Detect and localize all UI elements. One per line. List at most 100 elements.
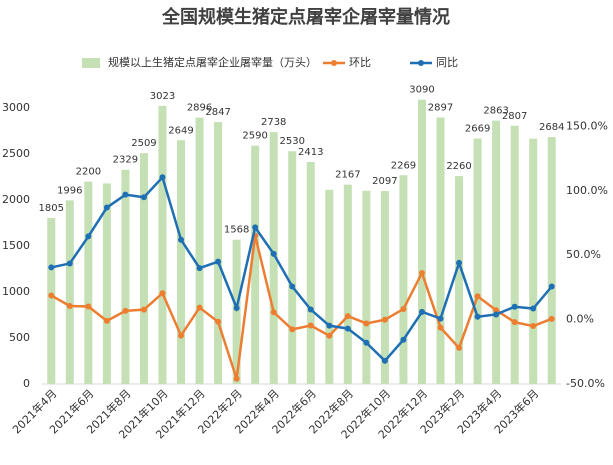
y-tick-label: 2500	[2, 147, 30, 160]
chart-title: 全国规模生猪定点屠宰企屠宰量情况	[161, 6, 450, 28]
data-label: 2669	[465, 123, 490, 134]
line-point	[289, 283, 296, 290]
legend-swatch	[418, 60, 424, 66]
bar	[214, 122, 223, 385]
data-label: 2649	[168, 125, 193, 136]
data-label: 2847	[205, 107, 230, 118]
y-tick-label: 3000	[2, 101, 30, 114]
line-point	[215, 318, 222, 325]
line-point	[66, 302, 73, 309]
bar	[510, 125, 519, 385]
line-point	[233, 305, 240, 312]
line-point	[437, 324, 444, 331]
bar	[84, 181, 93, 384]
y-tick-label: 2000	[2, 193, 30, 206]
line-point	[140, 306, 147, 313]
data-label: 1805	[39, 203, 64, 214]
line-point	[307, 306, 314, 313]
bar	[362, 190, 371, 384]
bar	[139, 153, 148, 384]
data-label: 2896	[187, 103, 212, 114]
data-label: 3023	[150, 91, 175, 102]
line-point	[178, 332, 185, 339]
line-point	[344, 313, 351, 320]
data-label: 2863	[483, 106, 508, 117]
line-point	[381, 316, 388, 323]
y2-tick-label: 150.0%	[566, 119, 608, 132]
line-point	[511, 319, 518, 326]
line-point	[548, 315, 555, 322]
line-point	[122, 307, 129, 314]
bar	[47, 217, 56, 384]
legend-label: 同比	[436, 56, 458, 69]
line-point	[437, 315, 444, 322]
line-point	[85, 303, 92, 310]
bar	[121, 169, 130, 384]
line-point	[344, 325, 351, 332]
line-point	[474, 293, 481, 300]
y2-tick-label: 50.0%	[566, 248, 601, 261]
data-label: 2738	[261, 117, 286, 128]
bar	[158, 105, 167, 384]
bar	[417, 99, 426, 384]
data-label: 2897	[428, 102, 453, 113]
line	[50, 235, 553, 380]
bar	[65, 200, 74, 384]
line-point	[196, 265, 203, 272]
data-label: 2530	[280, 136, 305, 147]
line	[51, 174, 553, 363]
line-point	[474, 313, 481, 320]
legend-label: 环比	[349, 56, 371, 69]
data-label: 2413	[298, 147, 323, 158]
bar	[455, 176, 464, 384]
bar	[473, 138, 482, 384]
line-point	[418, 269, 425, 276]
legend-label: 规模以上生猪定点屠宰企业屠宰量（万头）	[108, 55, 317, 69]
bar	[232, 239, 241, 384]
line-point	[456, 259, 463, 266]
data-label: 2167	[335, 170, 360, 181]
line-point	[159, 290, 166, 297]
bar	[251, 145, 260, 384]
bar	[343, 184, 352, 384]
data-label: 1996	[57, 185, 82, 196]
data-label: 1568	[224, 225, 249, 236]
data-label: 3090	[409, 85, 434, 96]
line-point	[140, 194, 147, 201]
bar	[399, 175, 408, 384]
bar	[177, 140, 186, 384]
line-point	[511, 303, 518, 310]
y2-tick-label: 100.0%	[566, 184, 608, 197]
line-point	[381, 357, 388, 364]
bar	[380, 191, 389, 384]
line-point	[530, 305, 537, 312]
line-point	[548, 283, 555, 290]
data-label: 2684	[539, 122, 564, 133]
line-point	[233, 375, 240, 382]
line-point	[215, 258, 222, 265]
bar	[547, 137, 556, 384]
line-point	[530, 323, 537, 330]
data-label: 2260	[446, 161, 471, 172]
bar	[195, 117, 204, 385]
line-point	[66, 260, 73, 267]
data-label: 2509	[131, 138, 156, 149]
data-label: 2097	[372, 176, 397, 187]
y-tick-label: 1000	[2, 285, 30, 298]
bar	[325, 189, 334, 384]
line-point	[270, 250, 277, 257]
line-point	[103, 204, 110, 211]
line-point	[122, 191, 129, 198]
bar	[288, 151, 297, 384]
line-point	[400, 306, 407, 313]
line-point	[196, 304, 203, 311]
bar	[306, 162, 315, 384]
y-tick-label: 500	[9, 331, 30, 344]
line-point	[307, 322, 314, 329]
line-point	[103, 317, 110, 324]
bar	[269, 132, 278, 384]
line-point	[159, 174, 166, 181]
data-label: 2329	[113, 155, 138, 166]
data-label: 2269	[391, 160, 416, 171]
